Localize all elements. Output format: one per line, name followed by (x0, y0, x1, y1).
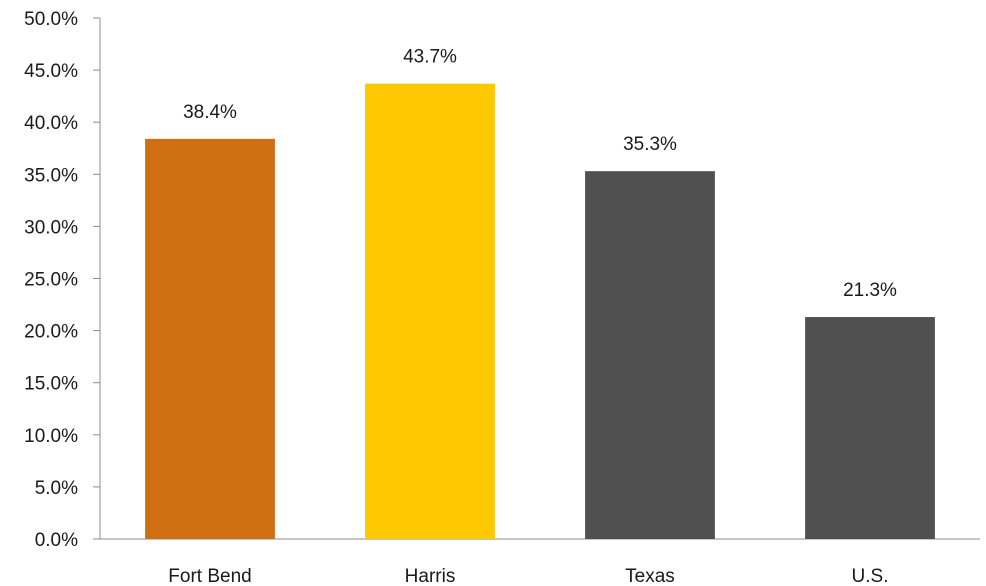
bar-texas (585, 171, 715, 539)
y-tick-label: 50.0% (24, 9, 78, 30)
data-labels: 38.4% 43.7% 35.3% 21.3% (183, 47, 897, 301)
y-tick-label: 25.0% (24, 270, 78, 291)
data-label-u-s: 21.3% (843, 280, 897, 301)
y-tick-label: 35.0% (24, 165, 78, 186)
data-label-fort-bend: 38.4% (183, 102, 237, 123)
data-label-harris: 43.7% (403, 47, 457, 68)
y-tick-label: 45.0% (24, 61, 78, 82)
bar-u-s (805, 317, 935, 539)
y-tick-label: 30.0% (24, 217, 78, 238)
bar-harris (365, 83, 495, 539)
x-axis: Fort Bend Harris Texas U.S. (100, 538, 980, 586)
y-tick-label: 15.0% (24, 374, 78, 395)
x-tick-label-harris: Harris (405, 566, 456, 586)
y-tick-label: 20.0% (24, 322, 78, 343)
y-tick-label: 40.0% (24, 113, 78, 134)
data-label-texas: 35.3% (623, 134, 677, 155)
bar-fort-bend (145, 138, 275, 539)
bars (145, 83, 935, 539)
y-tick-label: 0.0% (35, 530, 78, 551)
y-axis: 0.0% 5.0% 10.0% 15.0% 20.0% 25.0% 30.0% 35.0% 40… (24, 9, 101, 551)
x-tick-label-texas: Texas (625, 566, 675, 586)
y-tick-label: 5.0% (35, 478, 78, 499)
x-tick-label-u-s: U.S. (852, 566, 889, 586)
x-tick-label-fort-bend: Fort Bend (168, 566, 251, 586)
y-tick-label: 10.0% (24, 426, 78, 447)
